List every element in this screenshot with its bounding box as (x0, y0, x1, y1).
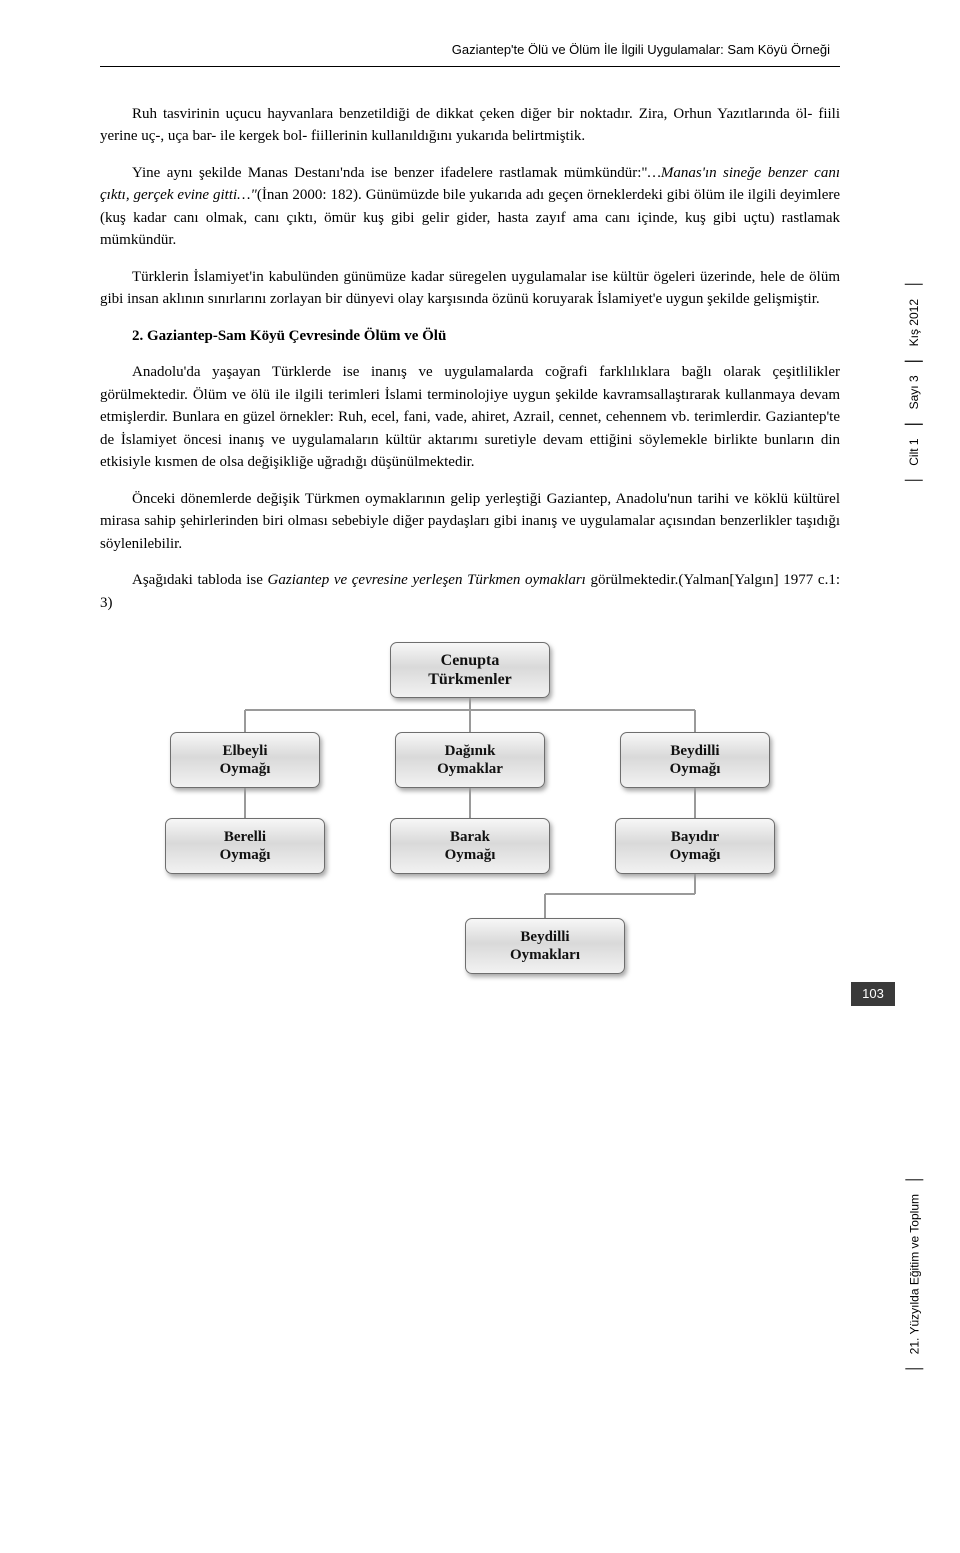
paragraph-1: Ruh tasvirinin uçucu hayvanlara benzetil… (100, 103, 840, 148)
section-heading: 2. Gaziantep-Sam Köyü Çevresinde Ölüm ve… (100, 325, 840, 348)
p6-part-a: Aşağıdaki tabloda ise (132, 572, 268, 588)
running-title-rule (100, 66, 840, 67)
diagram-node-beydilli: BeydilliOymağı (620, 732, 770, 788)
diagram-connector-1 (150, 698, 790, 732)
p6-italic: Gaziantep ve çevresine yerleşen Türkmen … (268, 572, 586, 588)
diagram-connector-3 (150, 874, 790, 918)
paragraph-3: Türklerin İslamiyet'in kabulünden günümü… (100, 266, 840, 311)
page-number: 103 (851, 982, 895, 1006)
sidebar-journal: 21. Yüzyılda Eğitim ve Toplum (905, 1180, 923, 1369)
paragraph-4: Anadolu'da yaşayan Türklerde ise inanış … (100, 361, 840, 474)
diagram-node-root: CenuptaTürkmenler (390, 642, 550, 698)
diagram-node-berelli: BerelliOymağı (165, 818, 325, 874)
sidebar-issue: Sayı 3 (905, 360, 923, 424)
diagram-node-elbeyli: ElbeyliOymağı (170, 732, 320, 788)
paragraph-2: Yine aynı şekilde Manas Destanı'nda ise … (100, 162, 840, 252)
p2-part-a: Yine aynı şekilde Manas Destanı'nda ise … (132, 165, 648, 181)
diagram-node-beydilli-oymaklari: BeydilliOymakları (465, 918, 625, 974)
sidebar-season: Kış 2012 (905, 284, 923, 361)
diagram-connector-2 (150, 788, 790, 818)
running-title: Gaziantep'te Ölü ve Ölüm İle İlgili Uygu… (100, 40, 840, 60)
sidebar-journal-text: 21. Yüzyılda Eğitim ve Toplum (905, 1179, 923, 1369)
diagram-node-bayidir: BayıdırOymağı (615, 818, 775, 874)
sidebar-volume-issue: Cilt 1Sayı 3Kış 2012 (905, 285, 923, 481)
paragraph-5: Önceki dönemlerde değişik Türkmen oymakl… (100, 488, 840, 556)
diagram-node-barak: BarakOymağı (390, 818, 550, 874)
sidebar-volume: Cilt 1 (905, 423, 923, 480)
paragraph-6: Aşağıdaki tabloda ise Gaziantep ve çevre… (100, 569, 840, 614)
diagram-node-daginik: DağınıkOymaklar (395, 732, 545, 788)
turkmen-hierarchy-diagram: CenuptaTürkmenler ElbeyliOymağı DağınıkO… (150, 642, 790, 974)
